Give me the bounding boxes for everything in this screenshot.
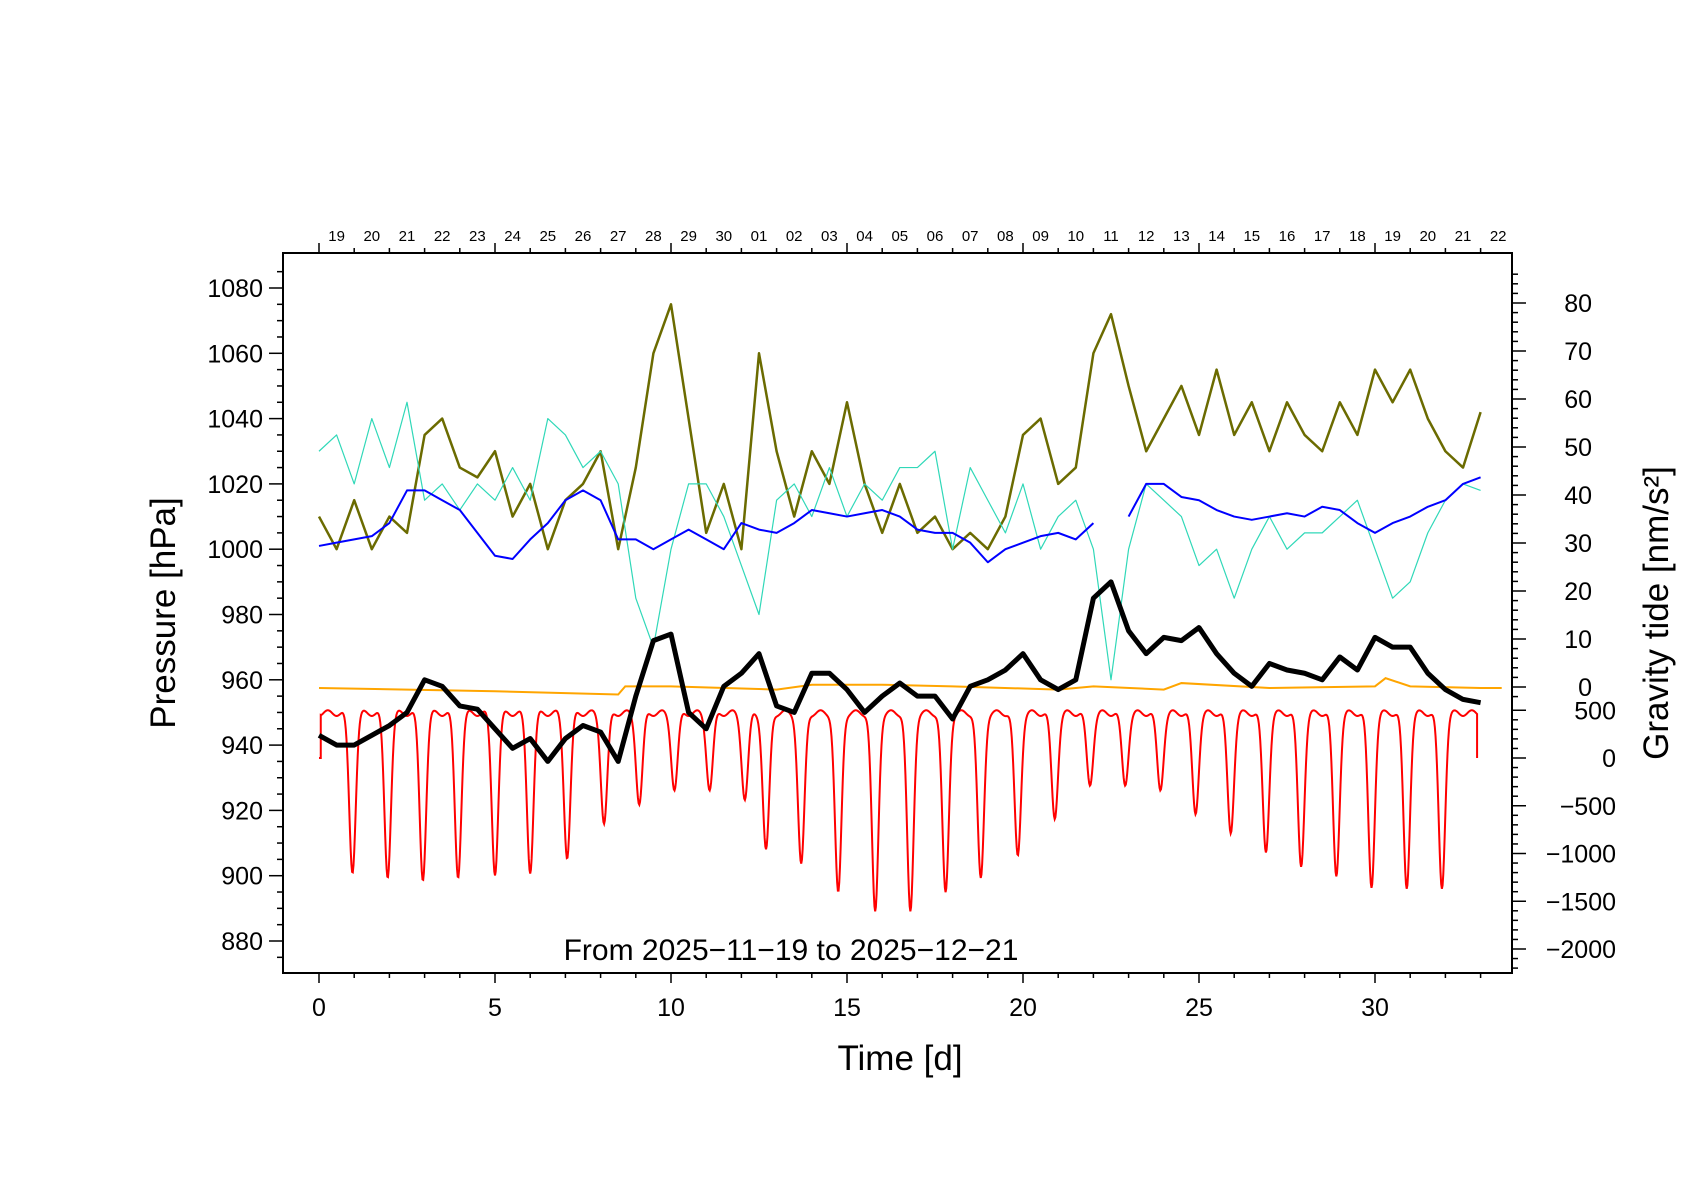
y-axis-label-right: Gravity tide [nm/s²]	[1637, 466, 1676, 760]
y-tick-label-right-upper: 60	[1564, 386, 1592, 414]
y-axis-label-left: Pressure [hPa]	[144, 497, 183, 729]
top-date-label: 10	[1067, 228, 1084, 245]
x-tick-label: 15	[833, 994, 861, 1022]
top-date-label: 17	[1314, 228, 1331, 245]
y-tick-label-left: 960	[221, 667, 263, 695]
y-tick-label-right-upper: 30	[1564, 530, 1592, 558]
top-date-label: 19	[328, 228, 345, 245]
top-date-label: 28	[645, 228, 662, 245]
y-tick-label-left: 900	[221, 863, 263, 891]
y-tick-label-right-lower: −1000	[1546, 841, 1616, 869]
top-date-label: 26	[575, 228, 592, 245]
series-layer	[317, 303, 1502, 912]
top-date-label: 15	[1243, 228, 1260, 245]
y-tick-label-right-upper: 80	[1564, 290, 1592, 318]
series-gravity-tide-line	[319, 709, 1479, 912]
top-date-label: 07	[962, 228, 979, 245]
top-date-label: 02	[786, 228, 803, 245]
top-date-label: 24	[504, 228, 521, 245]
top-date-label: 16	[1279, 228, 1296, 245]
annotation: From 2025−11−19 to 2025−12−21	[564, 934, 1019, 967]
top-date-label: 05	[891, 228, 908, 245]
series-line-2	[1127, 476, 1481, 534]
series-line-2	[318, 489, 1095, 564]
top-date-label: 21	[399, 228, 416, 245]
x-tick-label: 10	[657, 994, 685, 1022]
top-date-label: 03	[821, 228, 838, 245]
y-tick-label-left: 1000	[207, 536, 263, 564]
top-date-label: 01	[751, 228, 768, 245]
top-date-label: 14	[1208, 228, 1225, 245]
y-tick-label-left: 940	[221, 732, 263, 760]
y-tick-label-left: 1080	[207, 275, 263, 303]
top-date-label: 06	[927, 228, 944, 245]
y-tick-label-left: 1020	[207, 471, 263, 499]
y-tick-label-left: 1060	[207, 340, 263, 368]
y-tick-label-right-upper: 40	[1564, 482, 1592, 510]
top-date-label: 04	[856, 228, 873, 245]
top-date-label: 08	[997, 228, 1014, 245]
y-tick-label-right-lower: −1500	[1546, 888, 1616, 916]
top-date-label: 20	[363, 228, 380, 245]
x-tick-label: 0	[312, 994, 326, 1022]
top-date-label: 13	[1173, 228, 1190, 245]
y-tick-label-left: 920	[221, 797, 263, 825]
series-line-3	[317, 579, 1482, 764]
top-date-label: 25	[539, 228, 556, 245]
y-tick-label-right-upper: 20	[1564, 578, 1592, 606]
top-date-label: 18	[1349, 228, 1366, 245]
y-tick-label-right-lower: 500	[1574, 697, 1616, 725]
y-tick-label-left: 1040	[207, 406, 263, 434]
plot-frame	[282, 252, 1513, 974]
top-date-label: 19	[1384, 228, 1401, 245]
top-date-label: 21	[1455, 228, 1472, 245]
top-date-label: 30	[715, 228, 732, 245]
y-tick-label-right-upper: 10	[1564, 626, 1592, 654]
top-date-label: 22	[1490, 228, 1507, 245]
x-tick-label: 30	[1361, 994, 1389, 1022]
top-date-label: 29	[680, 228, 697, 245]
y-tick-label-left: 880	[221, 928, 263, 956]
y-tick-label-right-lower: 0	[1602, 745, 1616, 773]
y-tick-label-right-lower: −2000	[1546, 936, 1616, 964]
top-date-label: 23	[469, 228, 486, 245]
x-axis-label: Time [d]	[837, 1039, 962, 1078]
top-date-label: 27	[610, 228, 627, 245]
series-line-0	[317, 303, 1482, 551]
top-date-label: 12	[1138, 228, 1155, 245]
top-date-label: 09	[1032, 228, 1049, 245]
x-tick-label: 20	[1009, 994, 1037, 1022]
y-tick-label-right-lower: −500	[1560, 793, 1616, 821]
top-date-label: 11	[1103, 228, 1119, 245]
top-date-label: 22	[434, 228, 451, 245]
x-tick-label: 5	[488, 994, 502, 1022]
top-date-label: 20	[1419, 228, 1436, 245]
x-tick-label: 25	[1185, 994, 1213, 1022]
y-tick-label-right-upper: 70	[1564, 338, 1592, 366]
series-line-1	[318, 401, 1481, 681]
y-tick-label-left: 980	[221, 602, 263, 630]
y-tick-label-right-upper: 0	[1578, 674, 1592, 702]
y-tick-label-right-upper: 50	[1564, 434, 1592, 462]
